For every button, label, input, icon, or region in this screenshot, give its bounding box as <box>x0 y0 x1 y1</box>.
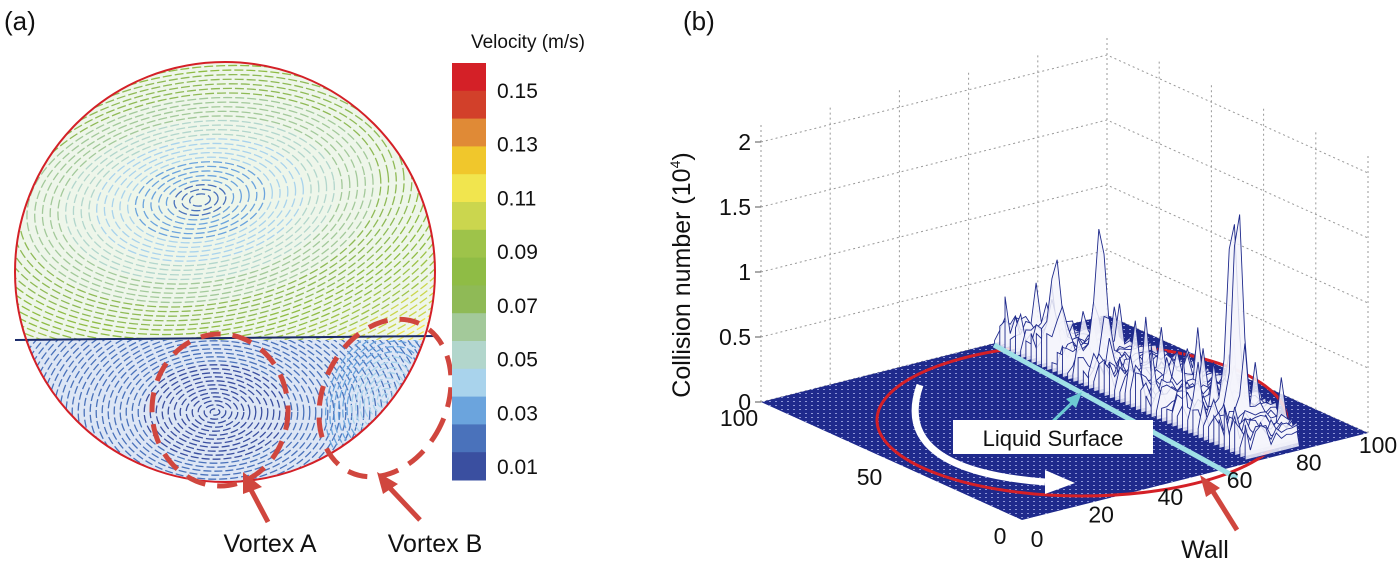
z-gridline <box>760 184 1369 304</box>
vortex-a-outline <box>149 331 291 489</box>
z-axis-label: Collision number (104) <box>667 152 696 397</box>
colorbar-tick-label: 0.09 <box>497 241 538 264</box>
vortex-b-label: Vortex B <box>388 530 483 558</box>
z-tick-label: 1.5 <box>719 194 751 220</box>
vortex-a-arrow <box>243 472 271 524</box>
colorbar-tick-label: 0.15 <box>497 80 538 103</box>
colorbar-tick-label: 0.03 <box>497 402 538 425</box>
z-gridline <box>760 119 1369 239</box>
wall-label: Wall <box>1181 536 1229 564</box>
z-tick-label: 0 <box>738 389 751 415</box>
z-tick-label: 1 <box>738 259 751 285</box>
x-tick-label: 80 <box>1296 449 1322 475</box>
x-tick-label: 0 <box>1031 526 1044 552</box>
colorbar-band <box>452 229 486 259</box>
x-tick-label: 20 <box>1088 502 1114 528</box>
y-tick-label: 0 <box>994 523 1007 549</box>
x-tick-label: 60 <box>1227 467 1253 493</box>
colorbar-band <box>452 424 486 453</box>
panel-b-label: (b) <box>683 6 715 36</box>
z-axis-label-close: ) <box>668 152 696 160</box>
colorbar <box>452 63 486 481</box>
colorbar-tick-label: 0.01 <box>497 456 538 479</box>
colorbar-band <box>452 146 486 175</box>
z-gridline <box>760 54 1369 174</box>
liquid-surface-label: Liquid Surface <box>983 426 1124 451</box>
colorbar-tick-label: 0.05 <box>497 349 538 372</box>
colorbar-band <box>452 396 486 425</box>
vortex-a-label: Vortex A <box>223 530 316 558</box>
colorbar-band <box>452 202 486 231</box>
y-tick-label: 50 <box>857 464 883 490</box>
wall-arrow <box>1200 475 1240 532</box>
colorbar-band <box>452 368 486 398</box>
colorbar-band <box>452 257 486 286</box>
colorbar-band <box>452 341 486 370</box>
colorbar-band <box>452 313 486 342</box>
colorbar-band <box>452 452 486 481</box>
liquid-surface-line-a <box>14 335 439 341</box>
panel-a-label: (a) <box>4 6 36 36</box>
surface-row <box>1244 424 1301 461</box>
rotation-arrow <box>911 383 1075 494</box>
z-tick-label: 2 <box>738 129 751 155</box>
colorbar-ticks: 0.15 0.13 0.11 0.09 0.07 0.05 0.03 0.01 <box>497 80 538 479</box>
colorbar-band <box>452 118 486 147</box>
colorbar-band <box>452 285 486 314</box>
colorbar-tick-label: 0.13 <box>497 134 538 157</box>
z-axis-label-exponent: 4 <box>667 160 683 168</box>
z-tick-label: 0.5 <box>719 324 751 350</box>
panel-a: (a) Vortex A Vortex B Velocity (m/s) 0.1… <box>4 6 585 558</box>
vortex-b-outline <box>316 316 454 480</box>
z-axis-label-text: Collision number (10 <box>668 168 696 397</box>
liquid-surface-line <box>992 342 1239 481</box>
wall-boundary <box>14 61 436 483</box>
colorbar-band <box>452 63 486 92</box>
colorbar-band <box>452 174 486 203</box>
x-tick-label: 40 <box>1158 484 1184 510</box>
x-tick-label: 100 <box>1359 432 1397 458</box>
colorbar-band <box>452 90 486 120</box>
collision-surface <box>994 214 1301 461</box>
colorbar-tick-label: 0.11 <box>497 187 536 210</box>
colorbar-tick-label: 0.07 <box>497 295 538 318</box>
vortex-b-arrow <box>377 472 422 522</box>
colorbar-title: Velocity (m/s) <box>471 32 585 53</box>
panel-b: (b) Liquid Surface Wall Collision number… <box>667 6 1397 564</box>
grid-3d <box>760 35 1369 434</box>
liquid-surface-label-box <box>953 420 1153 454</box>
y-tick-label: 100 <box>720 405 758 431</box>
